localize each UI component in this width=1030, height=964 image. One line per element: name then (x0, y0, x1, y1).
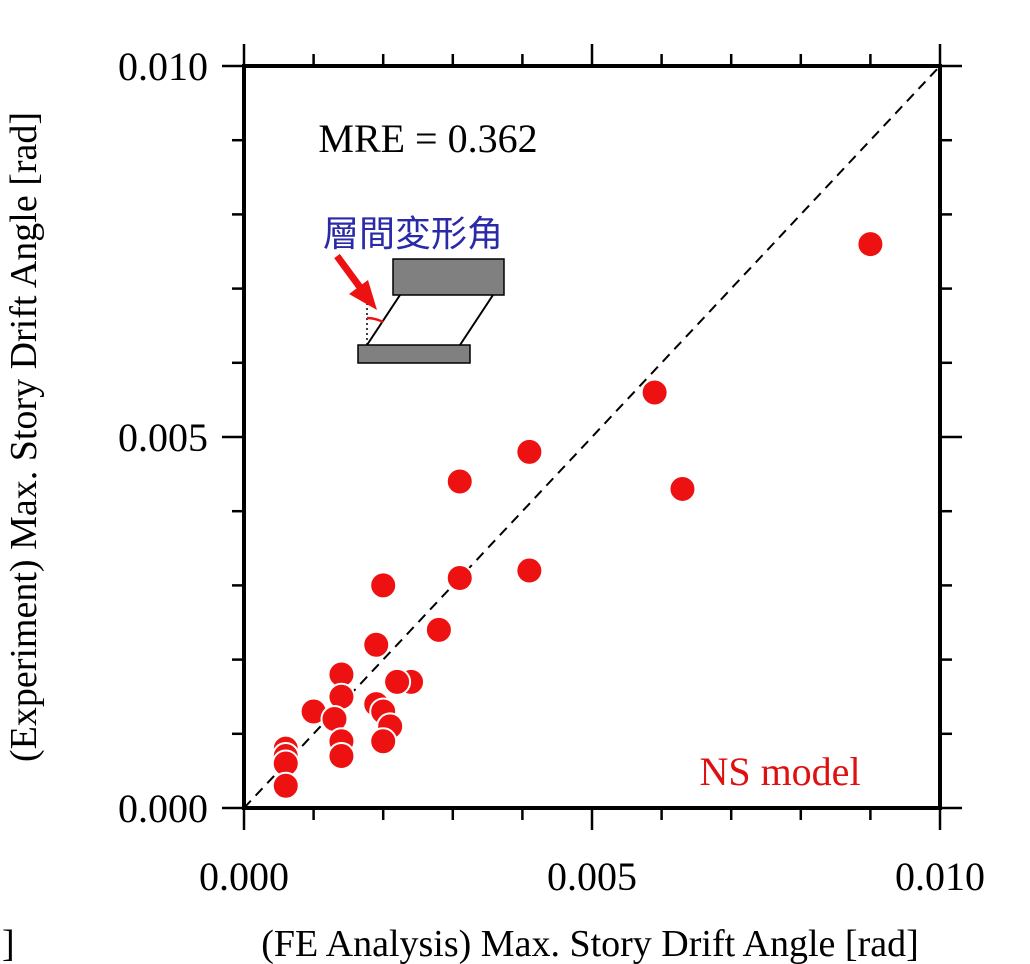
inset-right-column (459, 294, 494, 346)
data-point (271, 771, 300, 800)
data-point (445, 563, 474, 592)
data-point (445, 467, 474, 496)
model-label: NS model (699, 749, 860, 794)
mre-annotation: MRE = 0.362 (318, 116, 537, 161)
axes: 0.000 0.005 0.010 0.000 0.005 0.010 (118, 44, 985, 899)
inset-left-column (366, 294, 401, 346)
data-point (369, 727, 398, 756)
x-tick-label: 0.010 (895, 854, 985, 899)
data-point (515, 556, 544, 585)
data-point (369, 571, 398, 600)
data-point (856, 230, 885, 259)
x-axis-label: (FE Analysis) Max. Story Drift Angle [ra… (261, 923, 919, 964)
y-tick-label: 0.005 (118, 415, 208, 460)
data-point (383, 667, 412, 696)
inset-label: 層間変形角 (323, 214, 503, 255)
data-points (271, 230, 885, 800)
y-tick-label: 0.010 (118, 44, 208, 89)
x-tick-label: 0.005 (547, 854, 637, 899)
inset-angle-arc (366, 316, 384, 324)
data-point (515, 437, 544, 466)
story-drift-inset-diagram: 層間変形角 (323, 214, 505, 364)
x-tick-label: 0.000 (199, 854, 289, 899)
y-tick-label: 0.000 (118, 786, 208, 831)
inset-lower-floor-block (357, 344, 471, 364)
y-axis-label: (Experiment) Max. Story Drift Angle [rad… (3, 112, 45, 762)
data-point (362, 630, 391, 659)
data-point (640, 378, 669, 407)
data-point (668, 474, 697, 503)
inset-arrow-icon (334, 253, 377, 310)
data-point (327, 742, 356, 771)
cropped-axis-label-fragment: ] (2, 923, 15, 964)
data-point (424, 615, 453, 644)
inset-upper-floor-block (392, 258, 505, 296)
